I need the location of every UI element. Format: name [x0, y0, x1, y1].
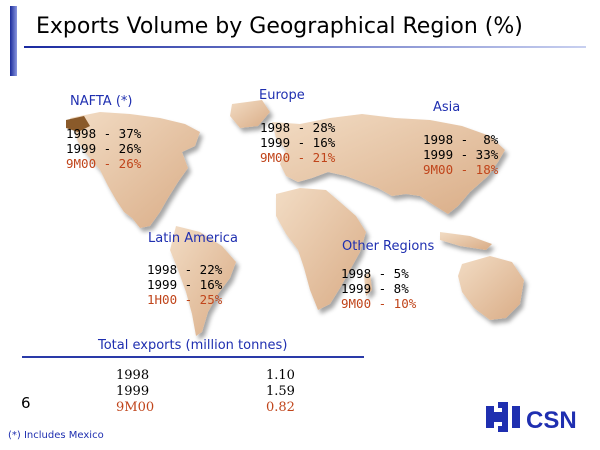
totals-year: 9M00: [116, 400, 155, 415]
madagascar-shape: [364, 272, 372, 296]
south-america-shape: [170, 226, 236, 336]
greenland-shape: [230, 100, 270, 128]
value-line: 1998 - 37%: [66, 126, 142, 141]
region-name: Latin America: [148, 231, 238, 246]
value-line: 1998 - 5%: [341, 266, 409, 281]
logo-text: CSN: [526, 407, 577, 434]
region-europe-values: 1998 - 28% 1999 - 16% 9M00 - 21%: [260, 120, 335, 165]
csn-logo: CSN: [486, 402, 577, 434]
region-name: NAFTA (*): [70, 94, 133, 109]
totals-title: Total exports (million tonnes): [98, 338, 288, 353]
page-number: 6: [21, 394, 31, 412]
region-asia: Asia: [433, 100, 460, 115]
region-latin-america-values: 1998 - 22% 1999 - 16% 1H00 - 25%: [147, 262, 222, 307]
region-other: Other Regions: [342, 239, 434, 254]
region-latin-america: Latin America: [148, 231, 238, 246]
value-line-highlight: 9M00 - 10%: [341, 296, 417, 311]
value-line: 1999 - 26%: [66, 141, 142, 156]
region-name: Other Regions: [342, 239, 435, 254]
value-line: 1999 - 16%: [260, 135, 336, 150]
alaska-highlight-shape: [66, 116, 90, 132]
totals-year: 1999: [116, 384, 150, 399]
value-line: 1999 - 16%: [147, 277, 223, 292]
value-line-highlight: 1H00 - 25%: [147, 292, 223, 307]
title-divider: [24, 46, 586, 48]
africa-shape: [276, 188, 366, 310]
title-accent-bar: [10, 6, 17, 76]
totals-value: 0.82: [266, 400, 295, 415]
totals-value: 1.59: [266, 384, 295, 399]
value-line: 1999 - 8%: [341, 281, 409, 296]
totals-divider: [22, 356, 364, 358]
region-name: Europe: [259, 88, 305, 103]
value-line-highlight: 9M00 - 21%: [260, 150, 336, 165]
region-asia-values: 1998 - 8% 1999 - 33% 9M00 - 18%: [423, 132, 498, 177]
totals-year: 1998: [116, 368, 150, 383]
footnote: (*) Includes Mexico: [8, 430, 104, 441]
region-nafta: NAFTA (*): [70, 94, 132, 109]
totals-value: 1.10: [266, 368, 295, 383]
region-nafta-values: 1998 - 37% 1999 - 26% 9M00 - 26%: [66, 126, 141, 171]
eurasia-shape: [272, 114, 505, 214]
value-line-highlight: 9M00 - 18%: [423, 162, 499, 177]
page-title: Exports Volume by Geographical Region (%…: [36, 14, 523, 39]
region-name: Asia: [433, 100, 461, 115]
region-other-values: 1998 - 5% 1999 - 8% 9M00 - 10%: [341, 266, 416, 311]
value-line-highlight: 9M00 - 26%: [66, 156, 142, 171]
value-line: 1998 - 22%: [147, 262, 223, 277]
value-line: 1998 - 28%: [260, 120, 336, 135]
indonesia-shape: [440, 232, 492, 250]
value-line: 1999 - 33%: [423, 147, 499, 162]
north-america-shape: [70, 112, 200, 228]
value-line: 1998 - 8%: [423, 132, 499, 147]
region-europe: Europe: [259, 88, 305, 103]
australia-shape: [458, 256, 524, 320]
